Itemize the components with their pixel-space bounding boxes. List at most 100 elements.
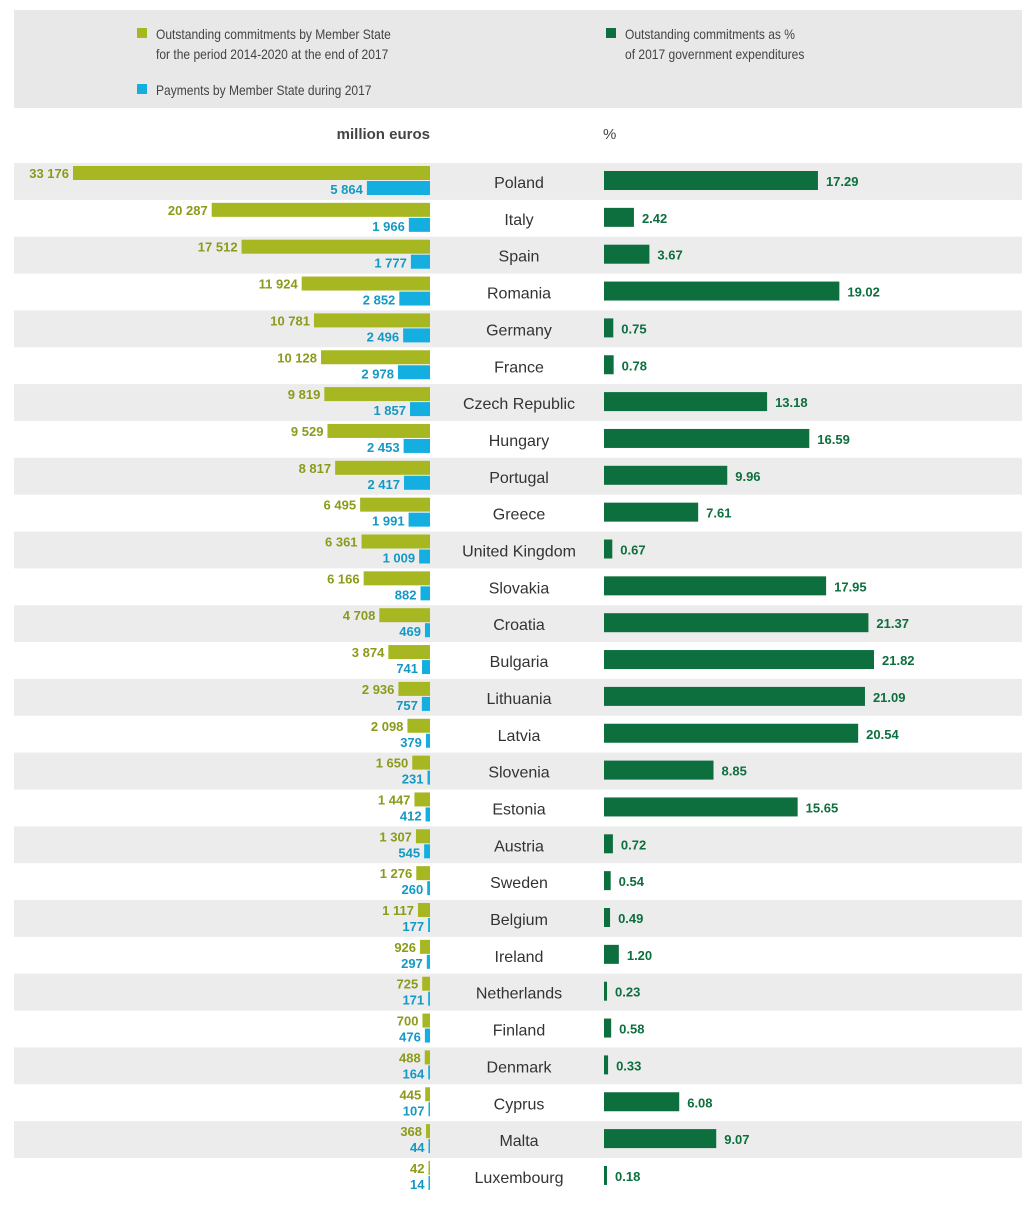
commitments-bar bbox=[321, 350, 430, 365]
payments-bar bbox=[410, 254, 430, 269]
percent-bar bbox=[604, 171, 818, 190]
payments-bar bbox=[421, 696, 430, 711]
commitments-bar bbox=[428, 1160, 430, 1175]
percent-value-label: 3.67 bbox=[657, 248, 682, 263]
country-label: United Kingdom bbox=[462, 544, 576, 561]
payments-bar bbox=[425, 807, 430, 822]
country-label: Ireland bbox=[495, 949, 544, 966]
commitments-bar bbox=[388, 645, 430, 660]
percent-bar bbox=[604, 1165, 607, 1185]
percent-value-label: 6.08 bbox=[687, 1095, 712, 1110]
percent-bar bbox=[604, 981, 607, 1001]
percent-bar bbox=[604, 392, 768, 412]
percent-value-label: 0.58 bbox=[619, 1022, 644, 1037]
commitments-bar bbox=[426, 1124, 430, 1139]
commitments-value-label: 1 307 bbox=[379, 829, 412, 844]
row-stripe bbox=[14, 384, 1022, 421]
commitments-bar bbox=[422, 976, 430, 991]
payments-value-label: 741 bbox=[396, 661, 418, 676]
commitments-value-label: 9 819 bbox=[288, 387, 321, 402]
commitments-bar bbox=[425, 1087, 430, 1102]
payments-bar bbox=[428, 1175, 430, 1190]
row-stripe bbox=[14, 236, 1022, 274]
commitments-value-label: 1 447 bbox=[378, 792, 411, 807]
percent-value-label: 8.85 bbox=[722, 764, 747, 779]
payments-value-label: 2 453 bbox=[367, 440, 400, 455]
commitments-value-label: 6 361 bbox=[325, 535, 358, 550]
percent-bar bbox=[604, 834, 613, 854]
commitments-bar bbox=[420, 939, 430, 954]
percent-value-label: 0.23 bbox=[615, 985, 640, 1000]
country-label: Finland bbox=[493, 1023, 545, 1040]
payments-bar bbox=[428, 1139, 430, 1154]
payments-bar bbox=[397, 365, 430, 380]
legend-item-percent: Outstanding commitments as % of 2017 gov… bbox=[606, 24, 834, 64]
payments-value-label: 171 bbox=[402, 993, 424, 1008]
country-label: Poland bbox=[494, 175, 544, 192]
percent-value-label: 0.18 bbox=[615, 1169, 640, 1184]
legend-swatch-commitments bbox=[137, 28, 147, 38]
percent-bar bbox=[604, 650, 874, 670]
country-label: Sweden bbox=[490, 875, 548, 892]
payments-bar bbox=[426, 954, 430, 969]
payments-bar bbox=[410, 402, 430, 417]
percent-bar bbox=[604, 723, 859, 743]
unit-label-right: % bbox=[603, 126, 617, 143]
payments-value-label: 44 bbox=[410, 1140, 425, 1155]
percent-value-label: 2.42 bbox=[642, 211, 667, 226]
commitments-bar bbox=[414, 792, 430, 807]
percent-bar bbox=[604, 428, 810, 448]
commitments-value-label: 8 817 bbox=[299, 461, 332, 476]
payments-value-label: 2 978 bbox=[361, 366, 394, 381]
payments-value-label: 107 bbox=[403, 1103, 425, 1118]
commitments-bar bbox=[360, 497, 430, 512]
percent-value-label: 0.67 bbox=[620, 543, 645, 558]
payments-value-label: 297 bbox=[401, 956, 423, 971]
commitments-bar bbox=[324, 387, 430, 402]
row-stripe bbox=[14, 1121, 1022, 1158]
payments-bar bbox=[428, 918, 430, 932]
commitments-value-label: 17 512 bbox=[198, 240, 238, 255]
country-label: France bbox=[494, 359, 544, 376]
commitments-value-label: 1 117 bbox=[382, 903, 414, 918]
country-label: Cyprus bbox=[494, 1096, 545, 1113]
percent-value-label: 9.96 bbox=[735, 469, 760, 484]
legend-swatch-percent bbox=[606, 28, 616, 38]
percent-bar bbox=[604, 1018, 612, 1038]
percent-value-label: 0.78 bbox=[622, 358, 647, 373]
commitments-value-label: 488 bbox=[399, 1050, 421, 1065]
percent-value-label: 16.59 bbox=[817, 432, 850, 447]
commitments-value-label: 9 529 bbox=[291, 424, 324, 439]
commitments-bar bbox=[416, 866, 430, 881]
percent-value-label: 13.18 bbox=[775, 395, 808, 410]
payments-value-label: 757 bbox=[396, 698, 418, 713]
payments-bar bbox=[403, 438, 430, 453]
row-stripe bbox=[14, 531, 1022, 569]
percent-bar bbox=[604, 1129, 717, 1149]
percent-bar bbox=[604, 576, 827, 596]
percent-bar bbox=[604, 539, 613, 559]
row-stripe bbox=[14, 900, 1022, 937]
row-stripe bbox=[14, 752, 1022, 790]
percent-bar bbox=[604, 244, 650, 264]
payments-bar bbox=[422, 660, 430, 675]
payments-bar bbox=[399, 291, 430, 306]
country-label: Malta bbox=[499, 1133, 538, 1150]
legend-item-commitments: Outstanding commitments by Member State … bbox=[137, 24, 429, 64]
payments-value-label: 5 864 bbox=[330, 182, 363, 197]
percent-value-label: 19.02 bbox=[847, 285, 880, 300]
country-label: Spain bbox=[499, 249, 540, 266]
payments-value-label: 545 bbox=[398, 845, 420, 860]
commitments-bar bbox=[398, 681, 430, 696]
percent-bar bbox=[604, 465, 728, 485]
commitments-value-label: 926 bbox=[394, 940, 416, 955]
commitments-bar bbox=[417, 903, 430, 917]
commitments-value-label: 2 936 bbox=[362, 682, 395, 697]
payments-bar bbox=[427, 881, 430, 896]
country-label: Greece bbox=[493, 507, 546, 524]
payments-bar bbox=[428, 991, 430, 1006]
country-label: Hungary bbox=[489, 433, 549, 450]
payments-bar bbox=[408, 217, 430, 232]
percent-bar bbox=[604, 207, 634, 227]
country-label: Bulgaria bbox=[490, 654, 549, 671]
